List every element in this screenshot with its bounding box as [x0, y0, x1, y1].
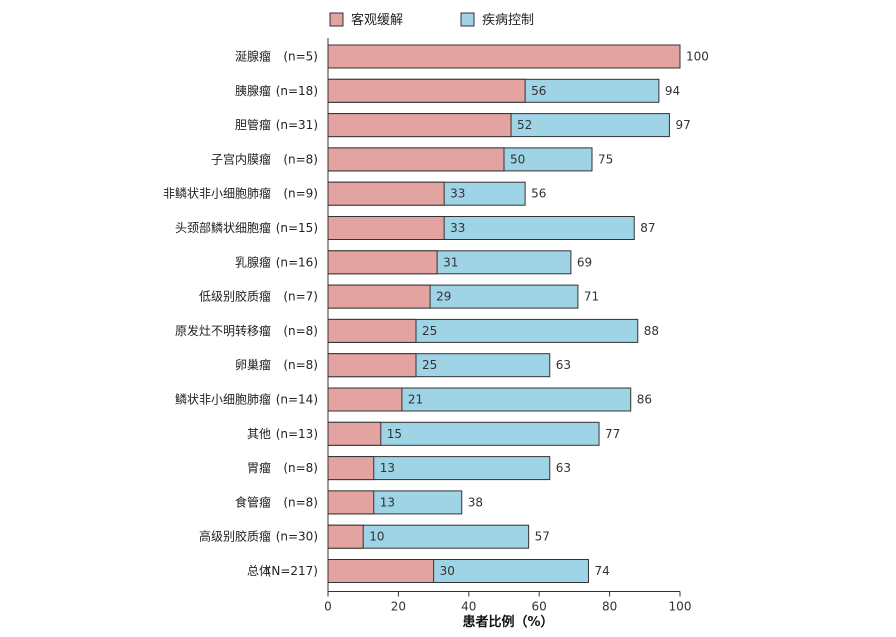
value-label-objective-response: 25	[422, 358, 437, 372]
category-n-label: (n=8)	[283, 152, 318, 166]
value-label-disease-control: 100	[686, 50, 709, 64]
value-label-disease-control: 94	[665, 84, 680, 98]
bar-objective-response	[327, 421, 382, 446]
value-label-objective-response: 13	[380, 495, 395, 509]
category-n-label: (n=30)	[276, 530, 318, 544]
category-label: 高级别胶质瘤	[199, 529, 271, 544]
category-label: 非鳞状非小细胞肺瘤	[163, 186, 271, 201]
value-label-disease-control: 69	[577, 255, 592, 269]
category-n-label: (n=31)	[276, 118, 318, 132]
value-label-disease-control: 63	[556, 358, 571, 372]
value-label-disease-control: 71	[584, 290, 599, 304]
category-label: 卵巢瘤	[235, 357, 271, 372]
x-tick-label: 60	[532, 600, 547, 614]
category-n-label: (n=8)	[283, 358, 318, 372]
value-label-objective-response: 29	[436, 290, 451, 304]
category-label: 其他	[247, 427, 271, 441]
value-label-disease-control: 38	[468, 495, 483, 509]
category-label: 头颈部鳞状细胞瘤	[175, 220, 271, 235]
bar-objective-response	[327, 113, 512, 138]
bar-objective-response	[327, 524, 364, 549]
legend: 客观缓解 疾病控制	[329, 12, 534, 28]
value-label-disease-control: 87	[640, 221, 655, 235]
value-label-disease-control: 97	[675, 118, 690, 132]
value-label-objective-response: 52	[517, 118, 532, 132]
bar-objective-response	[327, 147, 505, 172]
value-label-objective-response: 31	[443, 255, 458, 269]
bar-objective-response	[327, 78, 526, 103]
category-n-label: (N=217)	[267, 564, 318, 578]
category-n-label: (n=8)	[283, 495, 318, 509]
bar-objective-response	[327, 44, 681, 69]
category-n-label: (n=7)	[283, 290, 318, 304]
category-labels: (n=5) 涎腺瘤 (n=18) 胰腺瘤 (n=31) 胆管瘤 (n=8) 子宫内膜瘤 (n=9…	[163, 49, 318, 579]
category-label: 总体	[247, 564, 271, 578]
value-label-disease-control: 57	[535, 530, 550, 544]
value-label-disease-control: 74	[594, 564, 609, 578]
x-tick-label: 80	[602, 600, 617, 614]
value-label-disease-control: 63	[556, 461, 571, 475]
value-label-disease-control: 75	[598, 152, 613, 166]
bar-objective-response	[327, 353, 417, 378]
x-tick-label: 40	[461, 600, 476, 614]
legend-swatch-objective-response	[329, 12, 344, 27]
category-label: 原发灶不明转移瘤	[175, 323, 271, 338]
value-label-objective-response: 30	[440, 564, 455, 578]
category-n-label: (n=16)	[276, 255, 318, 269]
value-label-objective-response: 21	[408, 393, 423, 407]
value-label-disease-control: 77	[605, 427, 620, 441]
category-n-label: (n=15)	[276, 221, 318, 235]
x-tick-label: 0	[324, 600, 332, 614]
bar-objective-response	[327, 387, 403, 412]
category-label: 子宫内膜瘤	[211, 151, 271, 166]
bars: 100 56 94 52 97 50 75 33 56 33 87 31 69 29 71 25 88 25 63 2…	[327, 44, 709, 583]
category-n-label: (n=8)	[283, 461, 318, 475]
category-label: 乳腺瘤	[235, 254, 271, 269]
bar-objective-response	[327, 284, 431, 309]
value-label-objective-response: 13	[380, 461, 395, 475]
value-label-objective-response: 25	[422, 324, 437, 338]
category-label: 食管瘤	[235, 494, 271, 509]
legend-label-disease-control: 疾病控制	[482, 13, 534, 28]
category-n-label: (n=9)	[283, 187, 318, 201]
x-tick-label: 100	[669, 600, 692, 614]
category-n-label: (n=18)	[276, 84, 318, 98]
value-label-objective-response: 50	[510, 152, 525, 166]
value-label-disease-control: 88	[644, 324, 659, 338]
value-label-disease-control: 56	[531, 187, 546, 201]
value-label-disease-control: 86	[637, 393, 652, 407]
category-label: 胃瘤	[247, 460, 271, 475]
category-label: 低级别胶质瘤	[199, 289, 271, 304]
category-label: 胰腺瘤	[235, 83, 271, 98]
category-n-label: (n=14)	[276, 393, 318, 407]
x-axis: 0 20 40 60 80 100	[324, 38, 691, 614]
category-label: 胆管瘤	[235, 117, 271, 132]
value-label-objective-response: 33	[450, 221, 465, 235]
category-n-label: (n=5)	[283, 50, 318, 64]
bar-objective-response	[327, 490, 375, 515]
x-axis-title: 患者比例（%）	[462, 614, 553, 630]
category-label: 涎腺瘤	[235, 49, 271, 64]
category-n-label: (n=8)	[283, 324, 318, 338]
bar-objective-response	[327, 216, 445, 240]
bar-objective-response	[327, 318, 417, 343]
value-label-objective-response: 10	[369, 530, 384, 544]
value-label-objective-response: 56	[531, 84, 546, 98]
bar-objective-response	[327, 559, 435, 583]
bar-objective-response	[327, 181, 445, 206]
category-label: 鳞状非小细胞肺瘤	[175, 392, 271, 407]
value-label-objective-response: 15	[387, 427, 402, 441]
bar-objective-response	[327, 250, 438, 275]
legend-label-objective-response: 客观缓解	[351, 12, 403, 28]
category-n-label: (n=13)	[276, 427, 318, 441]
value-label-objective-response: 33	[450, 187, 465, 201]
x-tick-label: 20	[391, 600, 406, 614]
legend-swatch-disease-control	[460, 12, 475, 27]
bar-objective-response	[327, 456, 375, 481]
